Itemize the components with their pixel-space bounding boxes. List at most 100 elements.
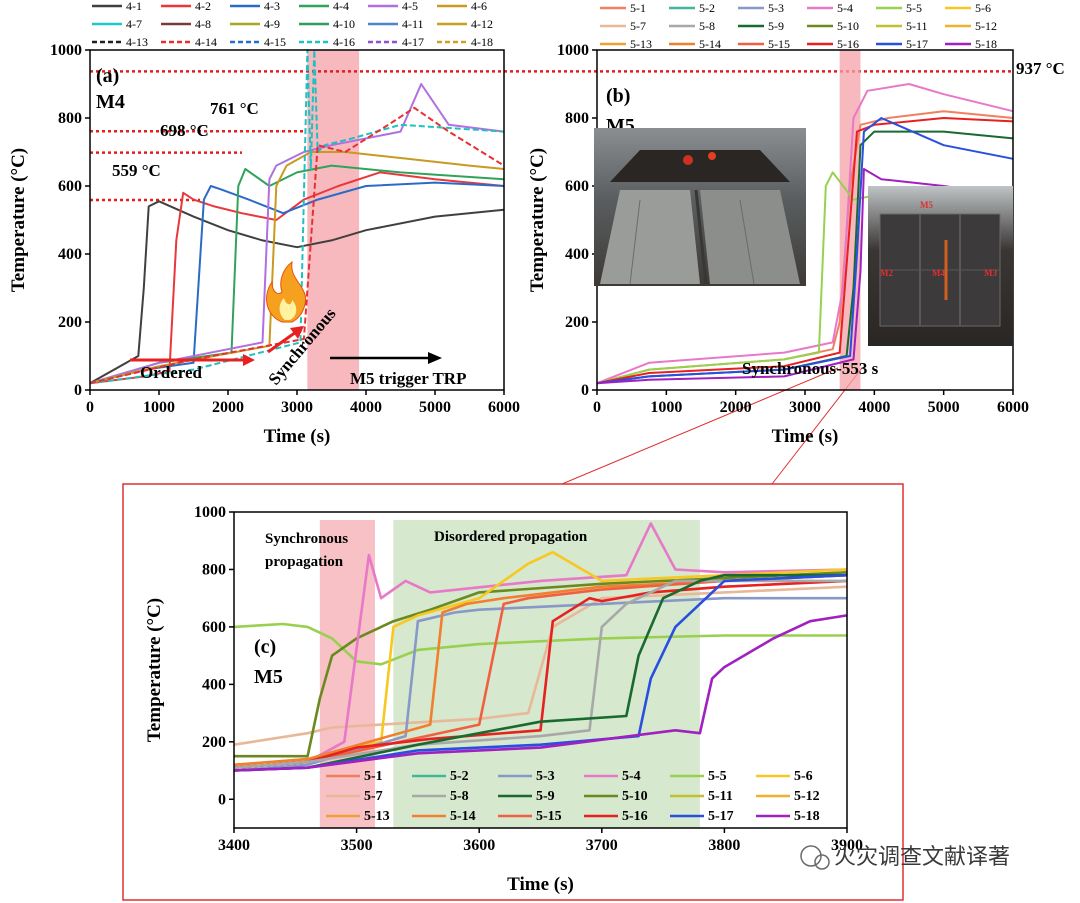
legend-label-5-16: 5-16 [837, 37, 859, 51]
x-tick-label: 2000 [720, 399, 752, 416]
series-line-5-4 [233, 522, 848, 769]
x-tick-label: 3500 [341, 837, 373, 854]
y-tick-label: 600 [202, 619, 226, 636]
panel-c-axes: 3400 3500 3600 3700 3800 3900 0 200 400 600 800 100… [144, 504, 863, 895]
series-line-4-16 [89, 49, 505, 385]
x-tick-label: 6000 [488, 399, 520, 416]
y-tick-label: 400 [58, 246, 82, 263]
legend-label-5-11: 5-11 [708, 789, 733, 804]
trp-arrow-head [428, 352, 442, 364]
photo-label-m4: M4 [932, 268, 945, 278]
x-axis-title: Time (s) [507, 874, 574, 895]
ref-label-698: 698 °C [160, 121, 209, 140]
legend-label-4-17: 4-17 [402, 35, 424, 49]
zoom-frame [122, 483, 904, 901]
legend-label-4-1: 4-1 [126, 0, 142, 13]
legend-label-5-1: 5-1 [364, 769, 383, 784]
series-line-4-5 [89, 83, 505, 385]
panel-c-label: (c) [254, 636, 276, 658]
ref-label-761: 761 °C [210, 99, 259, 118]
sync-prop-word-1: Synchronous [265, 531, 348, 547]
fire-icon [266, 260, 306, 323]
annotation-ordered: Ordered [140, 363, 203, 382]
x-tick-label: 4000 [350, 399, 382, 416]
legend-label-5-3: 5-3 [768, 1, 784, 15]
legend-label-5-9: 5-9 [536, 789, 555, 804]
legend-label-5-3: 5-3 [536, 769, 555, 784]
x-tick-label: 0 [593, 399, 601, 416]
legend-label-5-8: 5-8 [699, 19, 715, 33]
x-tick-label: 3900 [831, 837, 863, 854]
legend-label-5-8: 5-8 [450, 789, 469, 804]
series-line-4-14 [89, 106, 505, 385]
panel-c-module: M5 [254, 666, 283, 688]
legend-label-5-7: 5-7 [364, 789, 383, 804]
y-tick-label: 800 [58, 110, 82, 127]
legend-label-5-2: 5-2 [699, 1, 715, 15]
legend-label-4-10: 4-10 [333, 17, 355, 31]
x-axis-title: Time (s) [264, 426, 331, 447]
y-axis-title: Temperature (°C) [8, 148, 29, 292]
watermark: 火灾调查文献译著 [800, 845, 1010, 870]
x-tick-label: 5000 [928, 399, 960, 416]
photo-inset-burned-module [594, 128, 806, 286]
x-tick-label: 1000 [143, 399, 175, 416]
panel-a-module: M4 [96, 91, 125, 113]
legend-label-4-8: 4-8 [195, 17, 211, 31]
series-line-5-9 [233, 573, 847, 772]
x-tick-label: 3400 [218, 837, 250, 854]
y-tick-label: 200 [202, 734, 226, 751]
axis-frame [233, 511, 848, 829]
x-tick-label: 2000 [212, 399, 244, 416]
series-line-5-15 [233, 573, 848, 769]
series-line-5-8 [233, 579, 847, 769]
legend-label-4-15: 4-15 [264, 35, 286, 49]
photo-label-m2: M2 [880, 268, 893, 278]
legend-label-4-9: 4-9 [264, 17, 280, 31]
legend-label-5-11: 5-11 [906, 19, 928, 33]
panel-c-legend: 5-1 5-2 5-3 5-4 5-5 5-6 5-7 5-8 5-9 5-10 5-11 5-12 5… [326, 769, 820, 824]
legend-label-5-5: 5-5 [906, 1, 922, 15]
y-tick-label: 0 [581, 382, 589, 399]
panel-a-axes: 0 1000 2000 3000 4000 5000 6000 0 200 400 600 800 10… [8, 42, 520, 447]
watermark-text: 火灾调查文献译著 [834, 845, 1010, 870]
y-tick-label: 200 [58, 314, 82, 331]
legend-label-4-6: 4-6 [471, 0, 487, 13]
sync-arrow-head [290, 326, 304, 339]
legend-label-5-10: 5-10 [837, 19, 859, 33]
legend-label-5-10: 5-10 [622, 789, 648, 804]
annotation-sync-553: Synchronous-553 s [742, 359, 879, 378]
legend-label-4-3: 4-3 [264, 0, 280, 13]
legend-label-4-5: 4-5 [402, 0, 418, 13]
sync-arrow-shaft [267, 330, 297, 354]
y-tick-label: 400 [565, 246, 589, 263]
legend-label-4-7: 4-7 [126, 17, 142, 31]
photo-inset-module-layout: M5 M2 M4 M3 [868, 186, 1013, 346]
y-axis-title: Temperature (°C) [144, 598, 165, 742]
x-tick-label: 1000 [650, 399, 682, 416]
series-line-5-5 [233, 622, 847, 666]
panel-c-background [319, 520, 700, 828]
sync-prop-word-2: propagation [265, 554, 344, 570]
legend-label-5-15: 5-15 [768, 37, 790, 51]
series-line-4-4 [89, 164, 505, 385]
y-tick-label: 1000 [557, 42, 589, 59]
y-tick-label: 1000 [50, 42, 82, 59]
panel-a-label: (a) [96, 65, 119, 87]
legend-label-5-4: 5-4 [837, 1, 853, 15]
legend-label-5-17: 5-17 [708, 809, 734, 824]
annotation-m5-trigger: M5 trigger TRP [350, 369, 466, 388]
ref-label-559: 559 °C [112, 161, 161, 180]
legend-label-5-6: 5-6 [975, 1, 991, 15]
series-line-5-17 [596, 117, 1014, 385]
x-tick-label: 3600 [463, 837, 495, 854]
series-line-4-1 [89, 200, 505, 385]
ordered-arrow-head [243, 354, 255, 366]
legend-label-4-4: 4-4 [333, 0, 349, 13]
legend-label-5-17: 5-17 [906, 37, 928, 51]
legend-label-5-15: 5-15 [536, 809, 562, 824]
y-tick-label: 0 [218, 791, 226, 808]
legend-label-5-16: 5-16 [622, 809, 648, 824]
panel-a-legend: 4-1 4-2 4-3 4-4 4-5 4-6 4-7 4-8 4-9 4-10 4-11 4-12 4… [92, 0, 493, 49]
panel-b-label: (b) [606, 85, 630, 107]
